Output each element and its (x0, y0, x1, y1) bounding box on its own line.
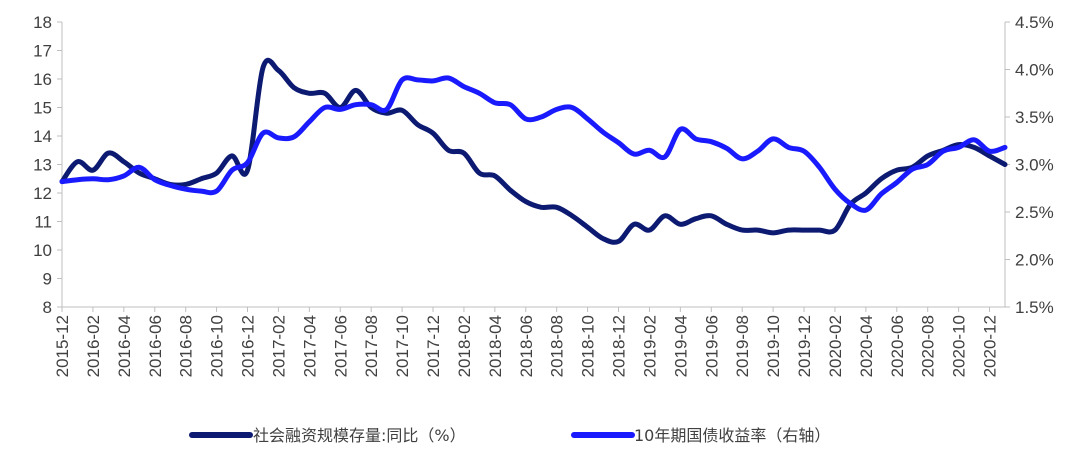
legend-label: 10年期国债收益率（右轴） (634, 426, 830, 445)
series-line-social-financing (59, 57, 1008, 245)
left-axis-ticks: 8 9 10 11 12 13 14 15 16 17 18 (33, 13, 62, 317)
x-tick-label: 2018-10 (579, 315, 598, 377)
left-tick-label: 10 (33, 241, 52, 260)
x-tick-label: 2016-04 (115, 315, 134, 377)
left-tick-label: 17 (33, 42, 52, 61)
x-tick-label: 2018-02 (455, 315, 474, 377)
x-tick-label: 2019-06 (702, 315, 721, 377)
x-tick-label: 2017-04 (300, 315, 319, 377)
right-tick-label: 3.0% (1015, 156, 1054, 175)
x-tick-label: 2018-04 (486, 315, 505, 377)
right-tick-label: 4.5% (1015, 13, 1054, 32)
legend: 社会融资规模存量:同比（%） 10年期国债收益率（右轴） (189, 426, 830, 445)
x-tick-label: 2017-12 (424, 315, 443, 377)
x-axis-ticks: 2015-12 2016-02 2016-04 2016-06 2016-08 2016-… (53, 307, 1000, 377)
x-tick-label: 2017-06 (331, 315, 350, 377)
left-tick-label: 8 (43, 298, 52, 317)
x-tick-label: 2017-08 (362, 315, 381, 377)
axes (61, 22, 1006, 308)
x-tick-label: 2016-08 (177, 315, 196, 377)
right-axis-ticks: 1.5% 2.0% 2.5% 3.0% 3.5% 4.0% 4.5% (1005, 13, 1054, 317)
x-tick-label: 2018-08 (548, 315, 567, 377)
x-tick-label: 2017-02 (269, 315, 288, 377)
x-tick-label: 2018-12 (610, 315, 629, 377)
x-tick-label: 2016-12 (239, 315, 258, 377)
left-tick-label: 16 (33, 70, 52, 89)
x-tick-label: 2016-02 (84, 315, 103, 377)
x-tick-label: 2020-06 (888, 315, 907, 377)
x-tick-label: 2020-08 (919, 315, 938, 377)
left-tick-label: 15 (33, 99, 52, 118)
x-tick-label: 2020-04 (857, 315, 876, 377)
left-tick-label: 18 (33, 13, 52, 32)
x-tick-label: 2019-12 (795, 315, 814, 377)
left-tick-label: 12 (33, 184, 52, 203)
x-tick-label: 2015-12 (53, 315, 72, 377)
x-tick-label: 2019-02 (640, 315, 659, 377)
right-tick-label: 2.5% (1015, 203, 1054, 222)
x-tick-label: 2019-10 (764, 315, 783, 377)
right-tick-label: 3.5% (1015, 108, 1054, 127)
right-tick-label: 1.5% (1015, 298, 1054, 317)
series-layer (59, 57, 1008, 245)
x-tick-label: 2017-10 (393, 315, 412, 377)
x-tick-label: 2020-10 (950, 315, 969, 377)
left-tick-label: 13 (33, 156, 52, 175)
x-tick-label: 2020-12 (981, 315, 1000, 377)
x-tick-label: 2020-02 (826, 315, 845, 377)
series-line-bond-yield (59, 75, 1008, 213)
left-tick-label: 14 (33, 127, 52, 146)
x-tick-label: 2018-06 (517, 315, 536, 377)
x-tick-label: 2016-06 (146, 315, 165, 377)
right-tick-label: 2.0% (1015, 251, 1054, 270)
x-tick-label: 2019-04 (671, 315, 690, 377)
x-tick-label: 2019-08 (733, 315, 752, 377)
right-tick-label: 4.0% (1015, 61, 1054, 80)
x-tick-label: 2016-10 (208, 315, 227, 377)
left-tick-label: 11 (34, 213, 52, 232)
left-tick-label: 9 (43, 270, 52, 289)
legend-label: 社会融资规模存量:同比（%） (253, 426, 466, 445)
